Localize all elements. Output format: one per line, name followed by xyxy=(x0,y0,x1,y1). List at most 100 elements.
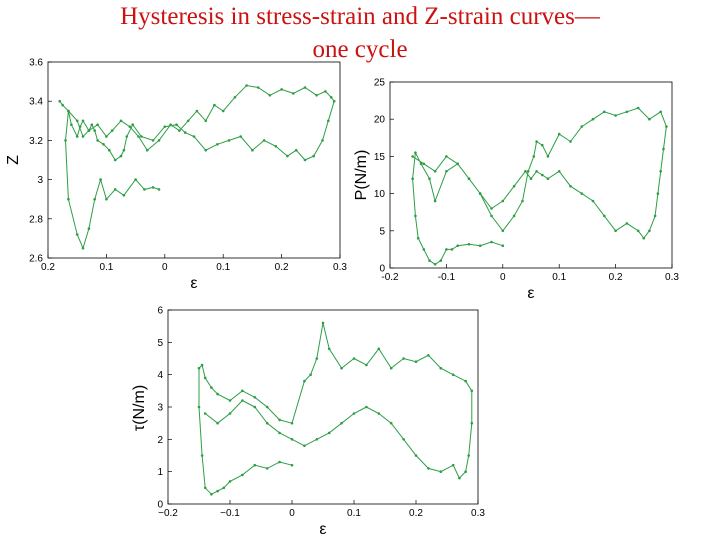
data-point xyxy=(81,246,85,250)
y-tick-label: 1 xyxy=(157,467,163,478)
data-point xyxy=(143,188,146,191)
data-point xyxy=(490,214,493,218)
data-point xyxy=(470,389,474,393)
data-point xyxy=(122,194,126,197)
data-point xyxy=(105,135,108,138)
data-point xyxy=(61,103,64,107)
data-point xyxy=(303,379,306,383)
data-point xyxy=(659,110,662,114)
data-point xyxy=(414,454,418,457)
data-point xyxy=(365,405,368,409)
y-tick-label: 3.4 xyxy=(29,97,43,108)
data-point xyxy=(625,222,629,225)
x-tick-label: 0.2 xyxy=(41,262,55,273)
data-point xyxy=(265,467,269,470)
data-point xyxy=(213,103,216,107)
data-point xyxy=(128,125,132,128)
data-point xyxy=(411,155,414,158)
data-point xyxy=(178,129,181,132)
data-point xyxy=(402,357,405,360)
data-point xyxy=(327,431,331,435)
y-tick-label: 20 xyxy=(374,115,386,126)
data-point xyxy=(134,178,137,181)
data-point xyxy=(294,148,298,152)
data-point xyxy=(265,421,269,425)
data-point xyxy=(96,139,99,142)
data-point xyxy=(151,139,155,142)
data-point xyxy=(521,199,524,203)
data-point xyxy=(439,470,443,473)
data-point xyxy=(125,135,129,138)
data-point xyxy=(274,145,278,148)
data-point xyxy=(541,173,544,177)
data-point xyxy=(303,444,306,448)
x-tick-label: 0.1 xyxy=(216,262,230,273)
x-tick-label: 0.3 xyxy=(471,508,485,519)
y-tick-label: 2.6 xyxy=(29,254,43,265)
data-point xyxy=(478,192,482,195)
data-point xyxy=(58,99,61,103)
data-point xyxy=(389,366,393,370)
data-point xyxy=(524,170,527,173)
data-point xyxy=(75,135,79,138)
data-point xyxy=(402,438,405,441)
data-point xyxy=(197,405,201,409)
data-point xyxy=(75,233,79,236)
y-tick-label: 4 xyxy=(157,370,163,381)
data-point xyxy=(197,366,201,370)
data-point xyxy=(653,214,657,218)
data-point xyxy=(99,178,102,181)
plot-frame xyxy=(389,81,673,269)
data-point xyxy=(580,192,584,195)
data-point xyxy=(419,162,423,166)
data-point xyxy=(241,389,244,393)
data-point xyxy=(411,177,414,180)
data-point xyxy=(352,357,356,360)
data-point xyxy=(327,347,331,351)
x-tick-label: 0 xyxy=(162,262,168,273)
data-point xyxy=(648,229,651,233)
data-point xyxy=(312,154,316,158)
data-point xyxy=(529,177,533,180)
data-point xyxy=(321,139,324,142)
data-point xyxy=(195,109,199,113)
data-point xyxy=(262,139,266,142)
data-point xyxy=(456,162,459,166)
data-point xyxy=(614,229,617,233)
data-point xyxy=(451,463,455,467)
x-tick-label: 0.2 xyxy=(275,262,289,273)
data-point xyxy=(591,199,595,203)
data-point xyxy=(93,197,96,201)
data-point xyxy=(175,123,178,126)
y-tick-label: 3 xyxy=(157,403,163,414)
data-point xyxy=(105,197,108,201)
data-point xyxy=(251,148,254,152)
data-point xyxy=(377,347,381,351)
y-axis-label: τ(N/m) xyxy=(131,385,148,431)
data-point xyxy=(439,366,443,370)
x-axis-label: ε xyxy=(527,285,534,302)
data-point xyxy=(157,188,161,191)
data-point xyxy=(192,135,196,138)
data-point xyxy=(253,463,257,467)
data-point xyxy=(656,192,660,195)
y-tick-label: 10 xyxy=(374,189,386,200)
data-point xyxy=(428,259,431,262)
data-point xyxy=(241,399,244,402)
x-tick-label: 0.1 xyxy=(552,272,566,283)
data-point xyxy=(119,154,123,158)
data-point xyxy=(614,114,617,117)
data-point xyxy=(278,418,281,422)
data-point xyxy=(157,139,161,142)
data-point xyxy=(290,438,294,441)
data-point xyxy=(467,242,471,246)
data-point xyxy=(303,158,307,162)
x-tick-label: −0.2 xyxy=(158,508,178,519)
data-point xyxy=(216,392,219,396)
x-tick-label: -0.2 xyxy=(381,272,399,283)
data-point xyxy=(464,379,467,383)
data-point xyxy=(228,480,232,483)
data-point xyxy=(512,184,516,188)
data-point xyxy=(233,96,237,99)
data-point xyxy=(204,148,207,152)
